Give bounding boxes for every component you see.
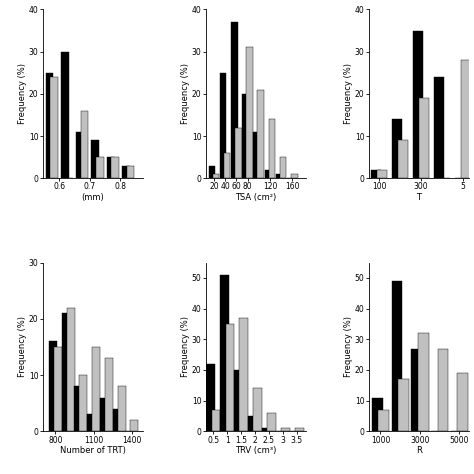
Bar — [105, 358, 113, 431]
Bar — [242, 94, 249, 178]
Bar — [220, 73, 227, 178]
Bar — [371, 170, 381, 178]
Bar — [49, 341, 57, 431]
Y-axis label: Frequency (%): Frequency (%) — [344, 64, 353, 124]
Y-axis label: Frequency (%): Frequency (%) — [182, 317, 191, 377]
Y-axis label: Frequency (%): Frequency (%) — [18, 317, 27, 377]
Bar — [398, 140, 409, 178]
Y-axis label: Frequency (%): Frequency (%) — [344, 317, 353, 377]
Bar — [235, 128, 242, 178]
Bar — [438, 348, 448, 431]
Bar — [46, 73, 53, 178]
Bar — [461, 60, 471, 178]
Bar — [81, 111, 89, 178]
Bar — [61, 52, 69, 178]
Bar — [246, 47, 253, 178]
Bar — [91, 140, 99, 178]
Bar — [280, 157, 286, 178]
Bar — [92, 347, 100, 431]
Bar — [269, 119, 275, 178]
Bar — [212, 410, 220, 431]
Bar — [378, 410, 389, 431]
Bar — [377, 170, 387, 178]
Bar — [79, 375, 87, 431]
Bar — [254, 132, 260, 178]
X-axis label: (mm): (mm) — [82, 193, 104, 202]
Bar — [122, 165, 129, 178]
Bar — [100, 398, 108, 431]
Bar — [111, 157, 119, 178]
Bar — [209, 165, 215, 178]
Bar — [113, 409, 121, 431]
Bar — [226, 324, 234, 431]
Bar — [127, 165, 134, 178]
Bar — [118, 386, 126, 431]
Bar — [213, 174, 219, 178]
Bar — [398, 379, 409, 431]
Y-axis label: Frequency (%): Frequency (%) — [18, 64, 27, 124]
X-axis label: T: T — [417, 193, 421, 202]
Bar — [107, 157, 114, 178]
Bar — [372, 398, 383, 431]
X-axis label: R: R — [416, 446, 422, 455]
Bar — [54, 347, 62, 431]
Bar — [224, 153, 230, 178]
X-axis label: TRV (cm³): TRV (cm³) — [235, 446, 277, 455]
Bar — [234, 370, 243, 431]
Bar — [295, 428, 304, 431]
Bar — [239, 318, 248, 431]
X-axis label: Number of TRT): Number of TRT) — [60, 446, 126, 455]
Bar — [220, 275, 229, 431]
Bar — [264, 170, 271, 178]
Bar — [392, 281, 402, 431]
Bar — [418, 333, 428, 431]
Bar — [248, 416, 257, 431]
Bar — [231, 22, 237, 178]
Bar — [276, 174, 283, 178]
Bar — [62, 313, 70, 431]
Bar — [253, 388, 262, 431]
Bar — [74, 386, 82, 431]
Bar — [434, 77, 444, 178]
Bar — [411, 348, 422, 431]
Bar — [87, 414, 95, 431]
Bar — [96, 157, 104, 178]
Bar — [457, 373, 468, 431]
Bar — [419, 98, 429, 178]
Bar — [76, 132, 84, 178]
Bar — [281, 428, 290, 431]
Bar — [50, 77, 58, 178]
X-axis label: TSA (cm²): TSA (cm²) — [235, 193, 277, 202]
Bar — [262, 428, 271, 431]
Bar — [392, 119, 402, 178]
Bar — [413, 30, 423, 178]
Y-axis label: Frequency (%): Frequency (%) — [182, 64, 191, 124]
Bar — [206, 364, 215, 431]
Bar — [66, 308, 74, 431]
Bar — [291, 174, 298, 178]
Bar — [130, 420, 138, 431]
Bar — [267, 413, 276, 431]
Bar — [257, 90, 264, 178]
